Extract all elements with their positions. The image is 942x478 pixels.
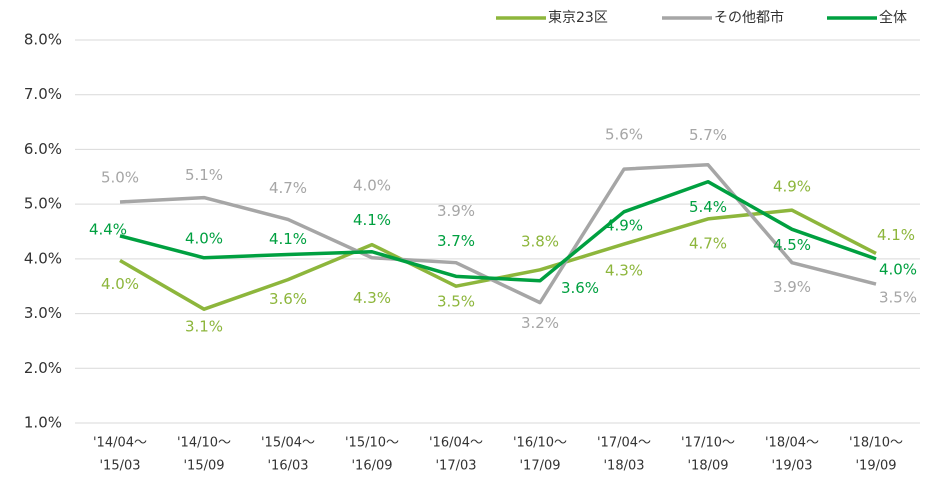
legend-label: その他都市 — [714, 9, 784, 26]
y-tick-label: 2.0% — [24, 359, 62, 377]
data-label: 5.1% — [185, 166, 223, 184]
x-tick-label: '18/09 — [687, 459, 728, 474]
x-tick-label: '15/09 — [183, 459, 224, 474]
x-tick-label: '16/03 — [267, 459, 308, 474]
x-tick-label: '18/04～ — [765, 436, 819, 451]
y-tick-label: 8.0% — [24, 31, 62, 49]
data-label: 5.0% — [101, 168, 139, 186]
x-tick-label: '17/09 — [519, 459, 560, 474]
y-tick-label: 7.0% — [24, 85, 62, 103]
data-label: 3.2% — [521, 314, 559, 332]
data-label: 4.1% — [353, 211, 391, 229]
data-label: 3.6% — [561, 279, 599, 297]
series-line — [119, 208, 877, 311]
data-label: 3.6% — [269, 290, 307, 308]
x-tick-label: '15/04～ — [261, 436, 315, 451]
data-label: 4.0% — [101, 275, 139, 293]
x-tick-label: '17/03 — [435, 459, 476, 474]
legend-label: 全体 — [879, 9, 907, 26]
y-tick-label: 6.0% — [24, 140, 62, 158]
data-label: 4.0% — [185, 229, 223, 247]
data-label: 4.1% — [269, 230, 307, 248]
x-tick-label: '15/03 — [99, 459, 140, 474]
series-line — [119, 179, 877, 283]
data-label: 5.4% — [689, 198, 727, 216]
x-tick-label: '14/04～ — [93, 436, 147, 451]
data-label: 4.9% — [773, 178, 811, 196]
data-label: 3.9% — [773, 278, 811, 296]
y-tick-label: 1.0% — [24, 414, 62, 432]
y-tick-label: 3.0% — [24, 304, 62, 322]
data-label: 4.0% — [879, 260, 917, 278]
legend-label: 東京23区 — [548, 10, 608, 26]
data-label: 4.3% — [605, 262, 643, 280]
x-tick-label: '18/10～ — [849, 436, 903, 451]
x-tick-label: '17/10～ — [681, 436, 735, 451]
x-tick-label: '19/03 — [771, 459, 812, 474]
data-label: 3.5% — [879, 289, 917, 307]
x-tick-label: '14/10～ — [177, 436, 231, 451]
y-tick-label: 4.0% — [24, 249, 62, 267]
x-tick-label: '16/10～ — [513, 436, 567, 451]
data-label: 3.9% — [437, 202, 475, 220]
x-tick-label: '15/10～ — [345, 436, 399, 451]
series-line — [119, 162, 877, 305]
data-label: 3.7% — [437, 232, 475, 250]
x-tick-label: '18/03 — [603, 459, 644, 474]
data-label: 4.4% — [89, 220, 127, 238]
data-label: 4.5% — [773, 236, 811, 254]
data-label: 4.7% — [269, 179, 307, 197]
y-tick-label: 5.0% — [24, 195, 62, 213]
x-tick-label: '16/09 — [351, 459, 392, 474]
data-label: 3.5% — [437, 293, 475, 311]
x-tick-label: '17/04～ — [597, 436, 651, 451]
x-tick-label: '16/04～ — [429, 436, 483, 451]
data-label: 3.8% — [521, 232, 559, 250]
data-label: 5.7% — [689, 126, 727, 144]
x-tick-label: '19/09 — [855, 459, 896, 474]
data-label: 4.7% — [689, 234, 727, 252]
data-label: 4.3% — [353, 289, 391, 307]
data-label: 3.1% — [185, 318, 223, 336]
data-label: 5.6% — [605, 126, 643, 144]
data-label: 4.9% — [605, 216, 643, 234]
data-label: 4.1% — [877, 226, 915, 244]
data-label: 4.0% — [353, 176, 391, 194]
